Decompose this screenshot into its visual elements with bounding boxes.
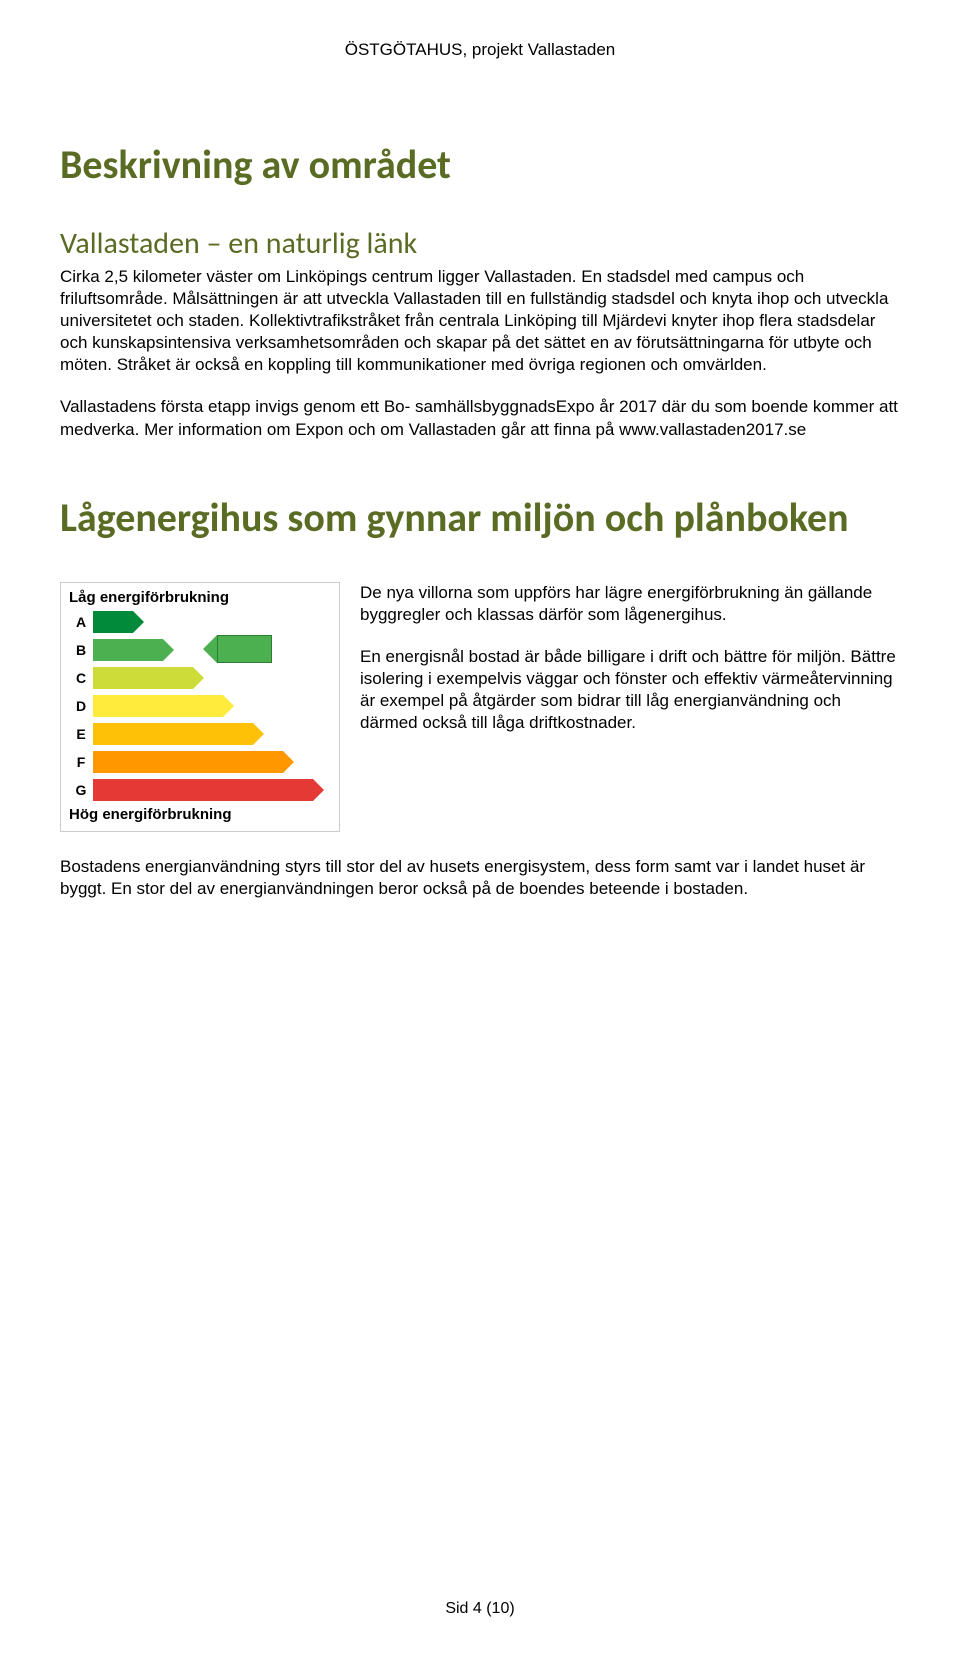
energy-bar	[93, 695, 223, 717]
section1-subtitle: Vallastaden – en naturlig länk	[60, 225, 900, 262]
energy-bar	[93, 779, 313, 801]
footer-text: Sid 4 (10)	[445, 1600, 514, 1617]
page-header: ÖSTGÖTAHUS, projekt Vallastaden	[60, 40, 900, 60]
section2-title: Lågenergihus som gynnar miljön och plånb…	[60, 493, 900, 542]
energy-bar-row: A	[69, 610, 331, 634]
energy-bar-row: C	[69, 666, 331, 690]
energy-text-column: De nya villorna som uppförs har lägre en…	[360, 582, 900, 755]
energy-bars-container: ABCDEFG	[69, 610, 331, 802]
energy-bar	[93, 611, 133, 633]
header-text: ÖSTGÖTAHUS, projekt Vallastaden	[345, 40, 616, 59]
energy-bar	[93, 667, 193, 689]
energy-bar-label: E	[69, 726, 93, 742]
energy-bar-wrap	[93, 639, 163, 661]
energy-bar-row: E	[69, 722, 331, 746]
energy-bar-arrow-icon	[283, 751, 294, 773]
energy-bar-label: G	[69, 782, 93, 798]
energy-bar-wrap	[93, 695, 223, 717]
energy-bar-arrow-icon	[193, 667, 204, 689]
energy-bar-label: D	[69, 698, 93, 714]
energy-bar-wrap	[93, 667, 193, 689]
energy-block: Låg energiförbrukning ABCDEFG Hög energi…	[60, 582, 900, 832]
section2-para-below: Bostadens energianvändning styrs till st…	[60, 856, 900, 900]
section1-para1: Cirka 2,5 kilometer väster om Linköpings…	[60, 266, 900, 376]
energy-bar-wrap	[93, 751, 283, 773]
section1-para2: Vallastadens första etapp invigs genom e…	[60, 396, 900, 440]
energy-bar-row: G	[69, 778, 331, 802]
energy-bar-row: B	[69, 638, 331, 662]
energy-bar	[93, 751, 283, 773]
energy-bar	[93, 639, 163, 661]
energy-chart-title-top: Låg energiförbrukning	[69, 589, 331, 606]
energy-bar-label: C	[69, 670, 93, 686]
energy-bar-label: B	[69, 642, 93, 658]
energy-bar-arrow-icon	[253, 723, 264, 745]
energy-bar-arrow-icon	[223, 695, 234, 717]
energy-bar-wrap	[93, 611, 133, 633]
energy-bar-row: D	[69, 694, 331, 718]
energy-bar-label: A	[69, 614, 93, 630]
energy-bar-arrow-icon	[133, 611, 144, 633]
energy-bar-wrap	[93, 779, 313, 801]
energy-bar	[93, 723, 253, 745]
energy-bar-row: F	[69, 750, 331, 774]
energy-chart-title-bottom: Hög energiförbrukning	[69, 806, 331, 823]
energy-bar-arrow-icon	[163, 639, 174, 661]
energy-bar-wrap	[93, 723, 253, 745]
energy-bar-arrow-icon	[313, 779, 324, 801]
energy-bar-label: F	[69, 754, 93, 770]
section2-para-right-1: De nya villorna som uppförs har lägre en…	[360, 582, 900, 626]
section2-para-right-2: En energisnål bostad är både billigare i…	[360, 646, 900, 734]
page-footer: Sid 4 (10)	[0, 1600, 960, 1618]
energy-chart: Låg energiförbrukning ABCDEFG Hög energi…	[60, 582, 340, 832]
section1-title: Beskrivning av området	[60, 140, 900, 189]
